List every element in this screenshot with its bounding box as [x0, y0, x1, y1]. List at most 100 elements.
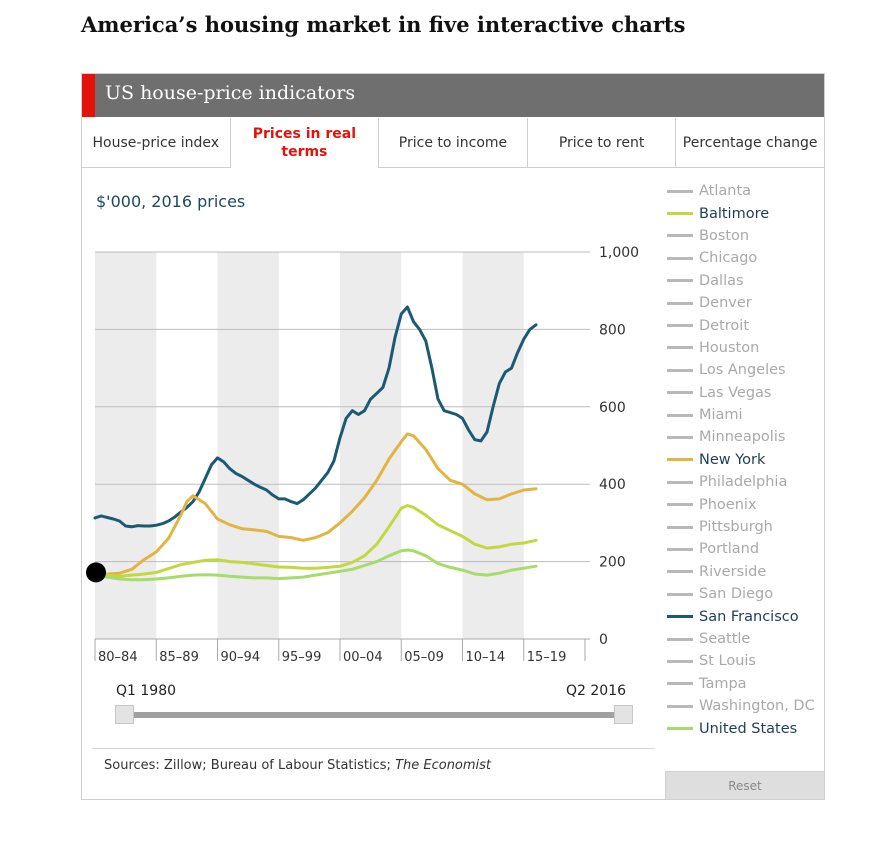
legend-swatch — [667, 659, 693, 663]
legend-item-atlanta[interactable]: Atlanta — [667, 180, 827, 202]
legend-label: Seattle — [699, 631, 751, 647]
legend-swatch — [667, 279, 693, 283]
legend-swatch — [667, 503, 693, 507]
legend-label: Phoenix — [699, 496, 757, 513]
x-tick-label: 95–99 — [282, 650, 322, 665]
legend-label: Tampa — [699, 675, 747, 692]
legend-item-san-francisco[interactable]: San Francisco — [667, 605, 827, 627]
legend-item-riverside[interactable]: Riverside — [667, 561, 827, 583]
y-tick-label: 800 — [599, 322, 626, 338]
legend-swatch — [667, 435, 693, 439]
legend-label: Baltimore — [699, 205, 770, 222]
legend-label: San Francisco — [699, 608, 799, 625]
y-tick-label: 400 — [599, 477, 626, 493]
legend-item-seattle[interactable]: Seattle — [667, 628, 827, 650]
legend-item-houston[interactable]: Houston — [667, 337, 827, 359]
legend-swatch — [667, 570, 693, 574]
legend-item-detroit[interactable]: Detroit — [667, 314, 827, 336]
legend-item-los-angeles[interactable]: Los Angeles — [667, 359, 827, 381]
x-tick-label: 15–19 — [527, 650, 567, 665]
x-tick-label: 10–14 — [466, 650, 506, 665]
legend-label: Denver — [699, 295, 752, 312]
legend-label: Pittsburgh — [699, 519, 773, 536]
legend-item-st-louis[interactable]: St Louis — [667, 650, 827, 672]
legend-label: Dallas — [699, 272, 744, 289]
legend-swatch — [667, 189, 693, 193]
tab-prices-in-real-terms[interactable]: Prices in real terms — [230, 118, 380, 168]
series-line-baltimore — [93, 504, 538, 578]
legend-swatch — [667, 704, 693, 708]
legend-item-tampa[interactable]: Tampa — [667, 673, 827, 695]
sources-publication: The Economist — [395, 758, 492, 773]
tab-percentage-change[interactable]: Percentage change — [676, 118, 824, 168]
legend-item-las-vegas[interactable]: Las Vegas — [667, 382, 827, 404]
legend-swatch — [667, 324, 693, 328]
legend-label: Boston — [699, 227, 750, 244]
legend-swatch — [667, 391, 693, 395]
range-slider-start-handle[interactable] — [115, 705, 134, 724]
legend-swatch — [667, 682, 693, 686]
legend-item-united-states[interactable]: United States — [667, 717, 827, 739]
divider — [92, 748, 655, 749]
legend-item-philadelphia[interactable]: Philadelphia — [667, 471, 827, 493]
legend-label: Miami — [699, 407, 743, 424]
line-chart: 0 200 400 600 800 1,000 80–84 85–89 90–94 95–99 00… — [86, 245, 639, 665]
legend-item-new-york[interactable]: New York — [667, 449, 827, 471]
tab-price-to-rent[interactable]: Price to rent — [527, 118, 677, 168]
legend-label: Los Angeles — [699, 362, 786, 379]
page-title: America’s housing market in five interac… — [81, 12, 686, 37]
range-start-label: Q1 1980 — [116, 683, 177, 699]
legend-swatch — [667, 592, 693, 596]
legend-swatch — [667, 637, 693, 641]
x-tick-label: 80–84 — [98, 650, 138, 665]
legend-item-miami[interactable]: Miami — [667, 404, 827, 426]
legend-item-dallas[interactable]: Dallas — [667, 270, 827, 292]
legend-item-boston[interactable]: Boston — [667, 225, 827, 247]
legend-label: New York — [699, 451, 766, 468]
legend-label: Washington, DC — [699, 698, 815, 715]
y-tick-label: 600 — [599, 400, 626, 416]
unit-label: $'000, 2016 prices — [96, 192, 246, 211]
legend-label: Houston — [699, 339, 760, 356]
legend-swatch — [667, 615, 693, 619]
series-line-san-francisco — [93, 305, 538, 529]
tab-house-price-index[interactable]: House-price index — [82, 118, 231, 168]
y-tick-label: 200 — [599, 555, 626, 571]
range-slider-end-handle[interactable] — [614, 705, 633, 724]
legend-swatch — [667, 458, 693, 462]
legend-swatch — [667, 480, 693, 484]
legend-item-baltimore[interactable]: Baltimore — [667, 202, 827, 224]
legend-swatch — [667, 301, 693, 305]
legend-item-minneapolis[interactable]: Minneapolis — [667, 426, 827, 448]
period-band — [217, 252, 279, 639]
legend-item-chicago[interactable]: Chicago — [667, 247, 827, 269]
period-band — [462, 252, 524, 639]
range-slider-track[interactable] — [124, 712, 620, 718]
legend-label: Minneapolis — [699, 429, 786, 446]
legend-label: Philadelphia — [699, 474, 788, 491]
legend-item-denver[interactable]: Denver — [667, 292, 827, 314]
legend-swatch — [667, 368, 693, 372]
chart-widget: US house-price indicators House-price in… — [81, 73, 825, 800]
legend-swatch — [667, 727, 693, 731]
legend-label: Chicago — [699, 250, 758, 267]
tab-price-to-income[interactable]: Price to income — [379, 118, 528, 168]
reset-button[interactable]: Reset — [665, 771, 825, 800]
y-tick-label: 1,000 — [599, 245, 639, 261]
series-line-united-states — [93, 548, 538, 582]
x-tick-label: 90–94 — [221, 650, 261, 665]
period-band — [340, 252, 402, 639]
legend-item-san-diego[interactable]: San Diego — [667, 583, 827, 605]
legend-label: Detroit — [699, 317, 749, 334]
legend-item-phoenix[interactable]: Phoenix — [667, 493, 827, 515]
legend-item-portland[interactable]: Portland — [667, 538, 827, 560]
legend: Atlanta Baltimore Boston Chicago Dallas Denve… — [667, 180, 827, 740]
series-line-new-york — [93, 432, 538, 576]
header-accent — [82, 74, 95, 117]
legend-label: St Louis — [699, 653, 756, 670]
legend-swatch — [667, 346, 693, 350]
sources-text: Sources: Zillow; Bureau of Labour Statis… — [104, 758, 396, 773]
legend-label: Riverside — [699, 563, 767, 580]
legend-item-pittsburgh[interactable]: Pittsburgh — [667, 516, 827, 538]
legend-item-washington-dc[interactable]: Washington, DC — [667, 695, 827, 717]
